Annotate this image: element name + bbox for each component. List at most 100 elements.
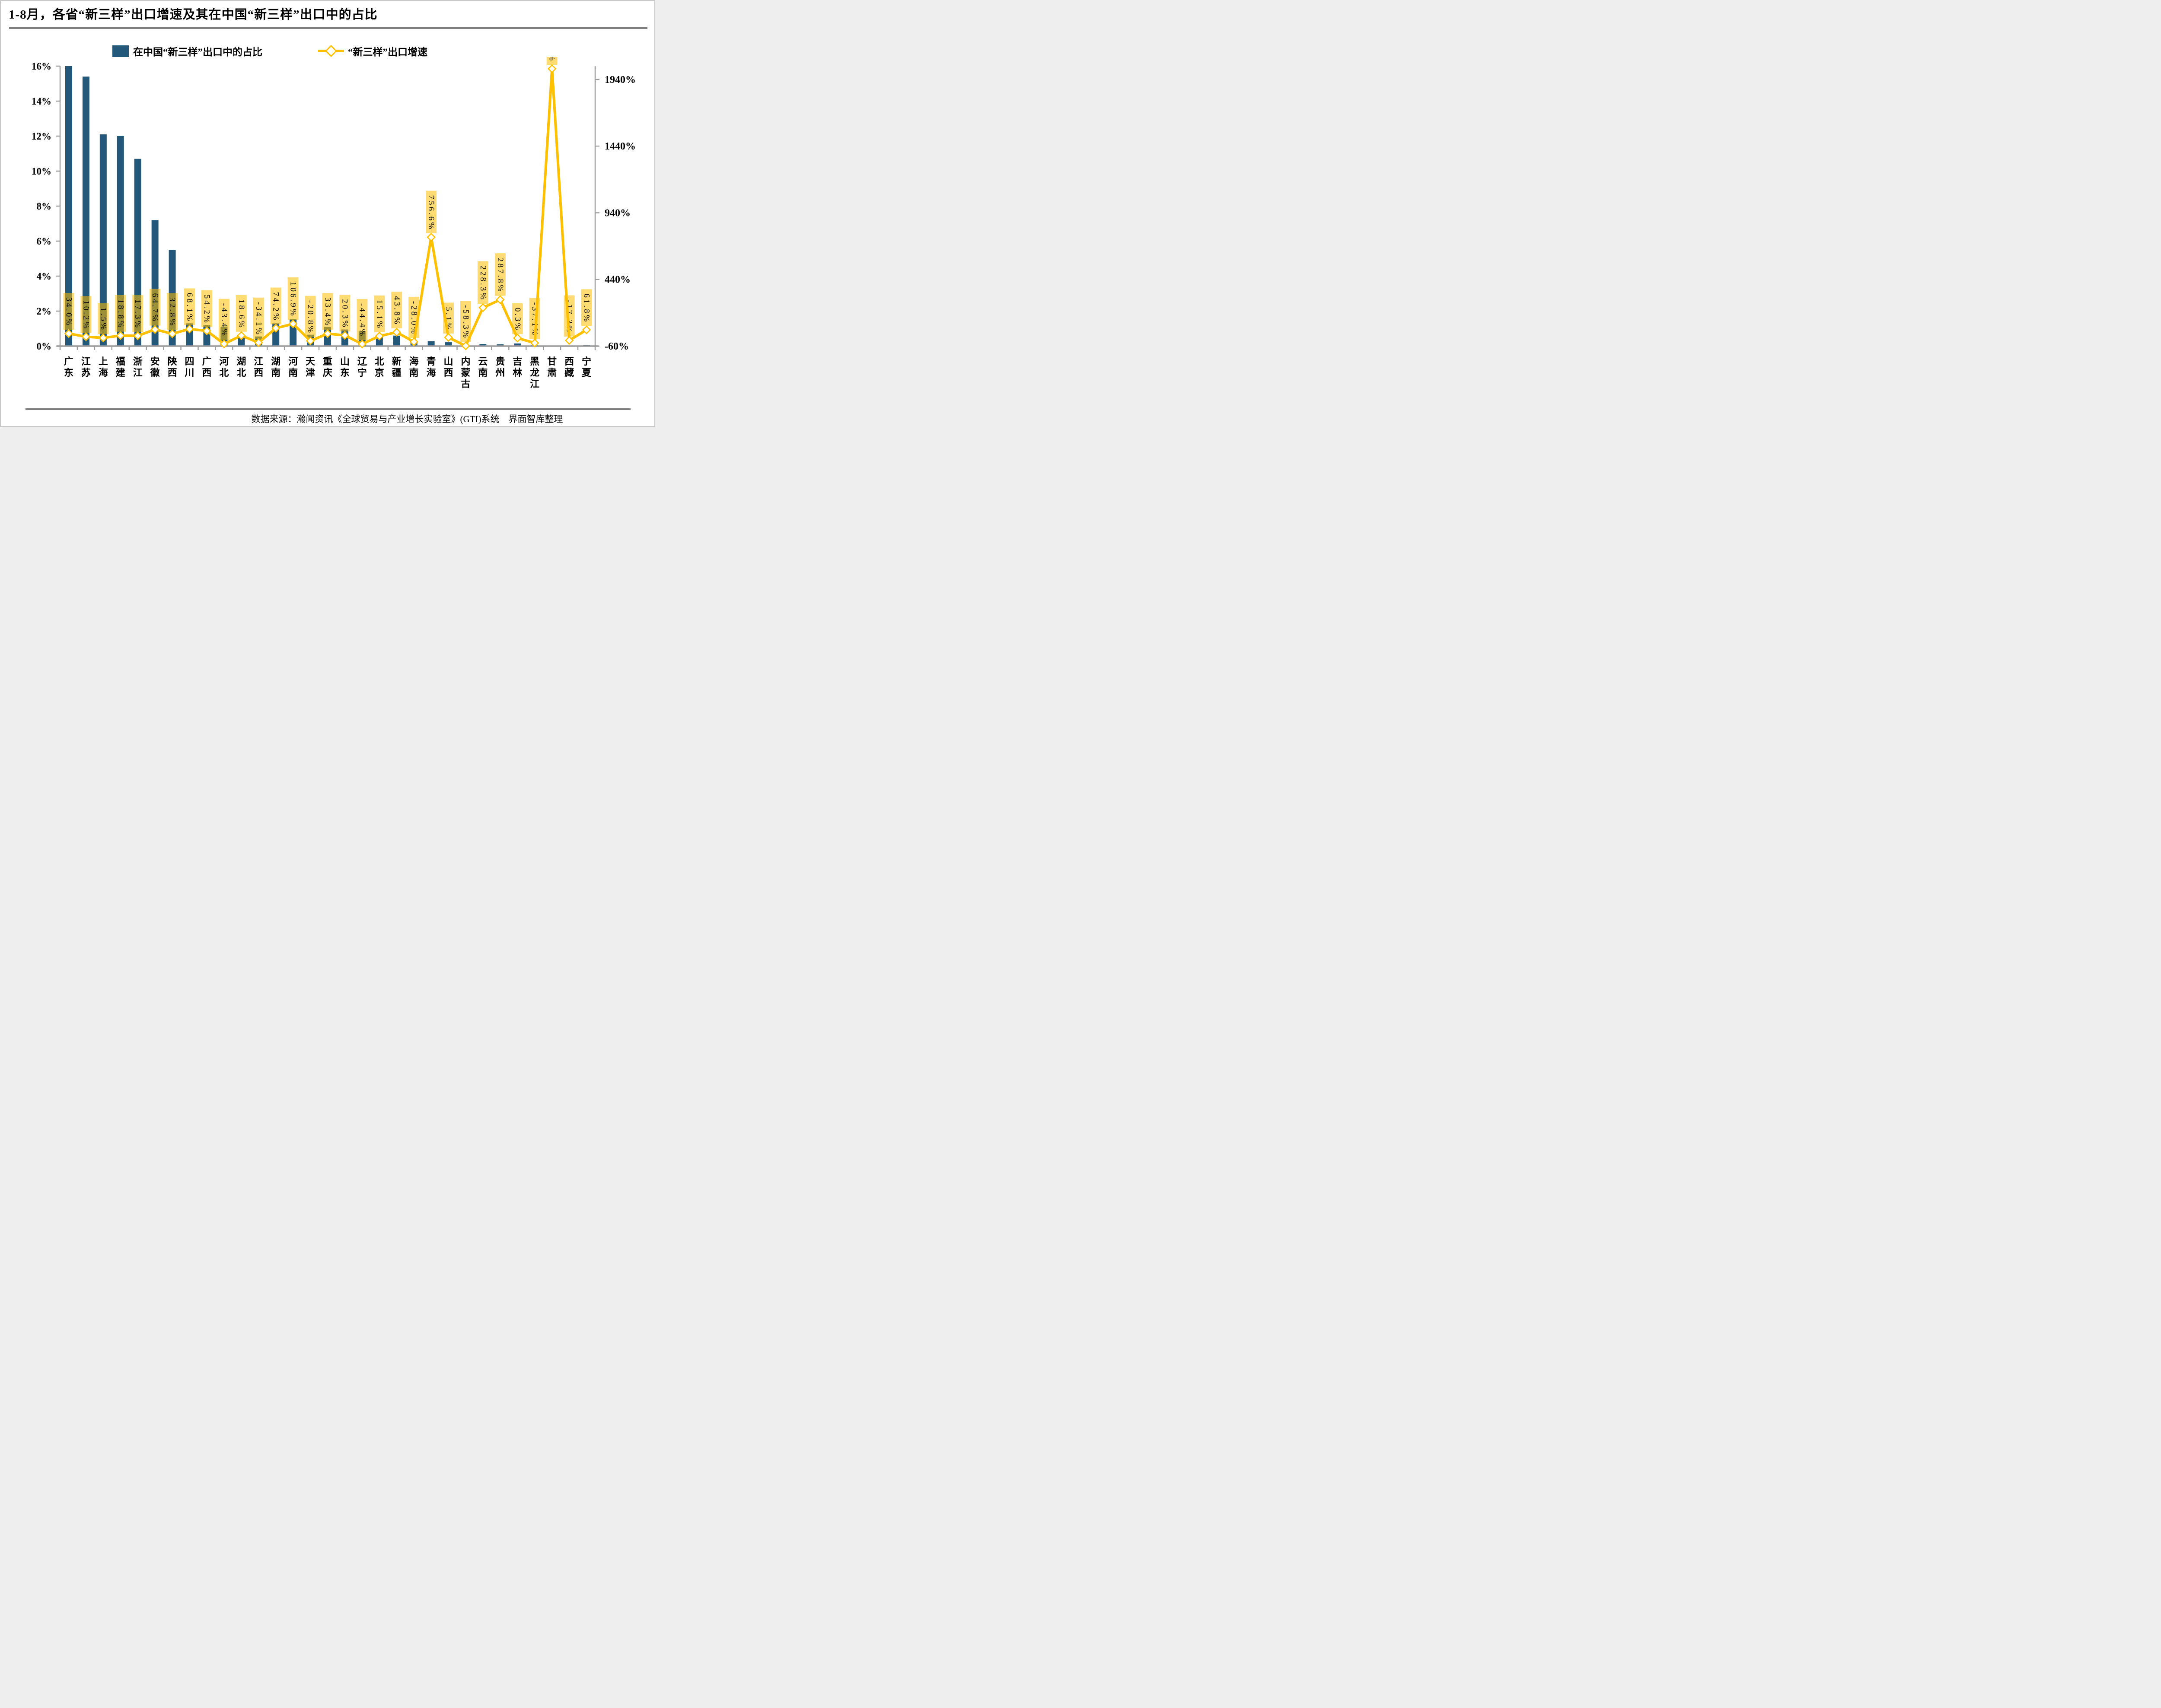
data-label-bg (426, 191, 437, 234)
marker-陕西 (168, 329, 177, 338)
data-label-重庆: 33.4% (323, 297, 332, 327)
x-label-黑龙江: 黑龙江 (530, 356, 539, 389)
x-label-北京: 北京 (375, 356, 384, 378)
data-label-广西: 54.2% (202, 295, 211, 324)
marker-黑龙江 (530, 338, 539, 348)
data-label-bg (270, 287, 281, 324)
bar-山西 (445, 342, 452, 346)
data-label-新疆: 43.8% (392, 296, 401, 326)
marker-浙江 (133, 331, 143, 340)
x-label-新疆: 新疆 (392, 356, 402, 378)
marker-天津 (306, 336, 315, 346)
x-label-江西: 江西 (254, 356, 263, 378)
bar-series-swatch-icon (112, 45, 129, 57)
data-label-bg (339, 295, 351, 332)
right-axis-tick-label: -60% (605, 341, 629, 352)
data-label-山东: 20.3% (340, 299, 349, 329)
data-label-bg (253, 297, 264, 339)
x-label-福建: 福建 (115, 356, 125, 378)
marker-新疆 (392, 328, 402, 337)
line-series-diamond-icon (318, 45, 344, 57)
bar-吉林 (514, 343, 521, 346)
bar-青海 (427, 341, 435, 346)
data-label-bg (201, 290, 212, 327)
footer-divider (25, 408, 631, 410)
marker-山西 (444, 333, 453, 342)
x-label-广东: 广东 (64, 356, 73, 378)
data-label-内蒙古: -58.3% (461, 305, 470, 339)
x-label-四川: 四川 (185, 356, 194, 378)
marker-西藏 (564, 336, 574, 345)
right-axis-tick-label: 440% (605, 274, 631, 286)
marker-重庆 (323, 329, 332, 338)
left-axis-tick-label: 6% (37, 236, 52, 247)
legend-item-line-series: “新三样”出口增速 (318, 44, 427, 58)
title-divider (9, 27, 647, 29)
chart-page: 1-8月，各省“新三样”出口增速及其在中国“新三样”出口中的占比 在中国“新三样… (0, 0, 655, 427)
data-label-bg (391, 291, 402, 328)
bar-广东 (65, 66, 72, 346)
x-label-天津: 天津 (306, 356, 316, 378)
marker-江西 (254, 338, 263, 347)
marker-贵州 (496, 295, 505, 305)
right-axis-tick-label: 940% (605, 207, 631, 219)
chart-legend: 在中国“新三样”出口中的占比 “新三样”出口增速 (112, 42, 427, 60)
marker-辽宁 (357, 339, 367, 349)
data-label-bg (132, 295, 143, 332)
marker-广西 (202, 326, 211, 336)
data-label-辽宁: -44.4% (357, 303, 367, 337)
bar-series-label: 在中国“新三样”出口中的占比 (133, 47, 262, 57)
bar-新疆 (393, 335, 400, 346)
data-label-河南: 106.9% (289, 282, 298, 318)
data-label-湖南: 74.2% (271, 292, 280, 322)
line-series-label: “新三样”出口增速 (348, 47, 427, 57)
marker-江苏 (81, 332, 91, 341)
marker-福建 (116, 331, 125, 340)
x-label-内蒙古: 内蒙古 (461, 356, 470, 389)
data-label-bg (494, 253, 506, 296)
x-label-河北: 河北 (219, 356, 229, 378)
x-label-山东: 山东 (340, 356, 350, 378)
data-label-江西: -34.1% (254, 302, 263, 336)
data-label-bg (236, 295, 247, 332)
chart-title: 1-8月，各省“新三样”出口增速及其在中国“新三样”出口中的占比 (9, 8, 378, 22)
x-label-广西: 广西 (202, 356, 211, 378)
source-note: 数据来源：瀚闻资讯《全球贸易与产业增长实验室》(GTI)系统 界面智库整理 (251, 414, 563, 424)
data-label-甘肃: 2020.0% (548, 57, 557, 62)
bar-江苏 (82, 76, 89, 347)
data-label-云南: 228.3% (478, 266, 488, 302)
marker-湖南 (271, 324, 280, 333)
x-label-重庆: 重庆 (323, 356, 332, 378)
data-label-bg (167, 293, 178, 330)
bar-上海 (99, 134, 107, 346)
x-label-海南: 海南 (409, 356, 419, 378)
left-axis-tick-label: 10% (32, 166, 51, 177)
data-label-浙江: 17.3% (133, 299, 142, 329)
marker-山东 (340, 331, 350, 340)
data-label-bg (80, 296, 92, 333)
left-axis-tick-label: 8% (37, 201, 52, 212)
data-label-江苏: 10.2% (81, 300, 90, 330)
left-axis-tick-label: 2% (37, 306, 52, 317)
x-label-江苏: 江苏 (81, 356, 91, 378)
data-label-广东: 34.0% (64, 297, 73, 327)
marker-甘肃 (547, 64, 557, 73)
x-label-宁夏: 宁夏 (582, 356, 592, 378)
bar-云南 (479, 344, 487, 346)
marker-河南 (288, 319, 298, 328)
data-label-bg (546, 57, 558, 65)
data-label-贵州: 287.8% (496, 258, 505, 293)
left-axis-tick-label: 4% (37, 271, 52, 282)
marker-北京 (375, 331, 384, 341)
data-label-宁夏: 61.8% (582, 293, 591, 323)
x-label-山西: 山西 (444, 356, 453, 378)
data-label-bg (305, 296, 316, 337)
marker-吉林 (513, 334, 522, 343)
marker-安徽 (150, 325, 159, 334)
data-label-bg (218, 299, 229, 340)
bar-北京 (376, 337, 383, 346)
right-axis-tick-label: 1440% (605, 141, 636, 152)
marker-青海 (427, 232, 436, 242)
data-label-天津: -20.8% (306, 300, 315, 334)
marker-宁夏 (582, 325, 591, 334)
